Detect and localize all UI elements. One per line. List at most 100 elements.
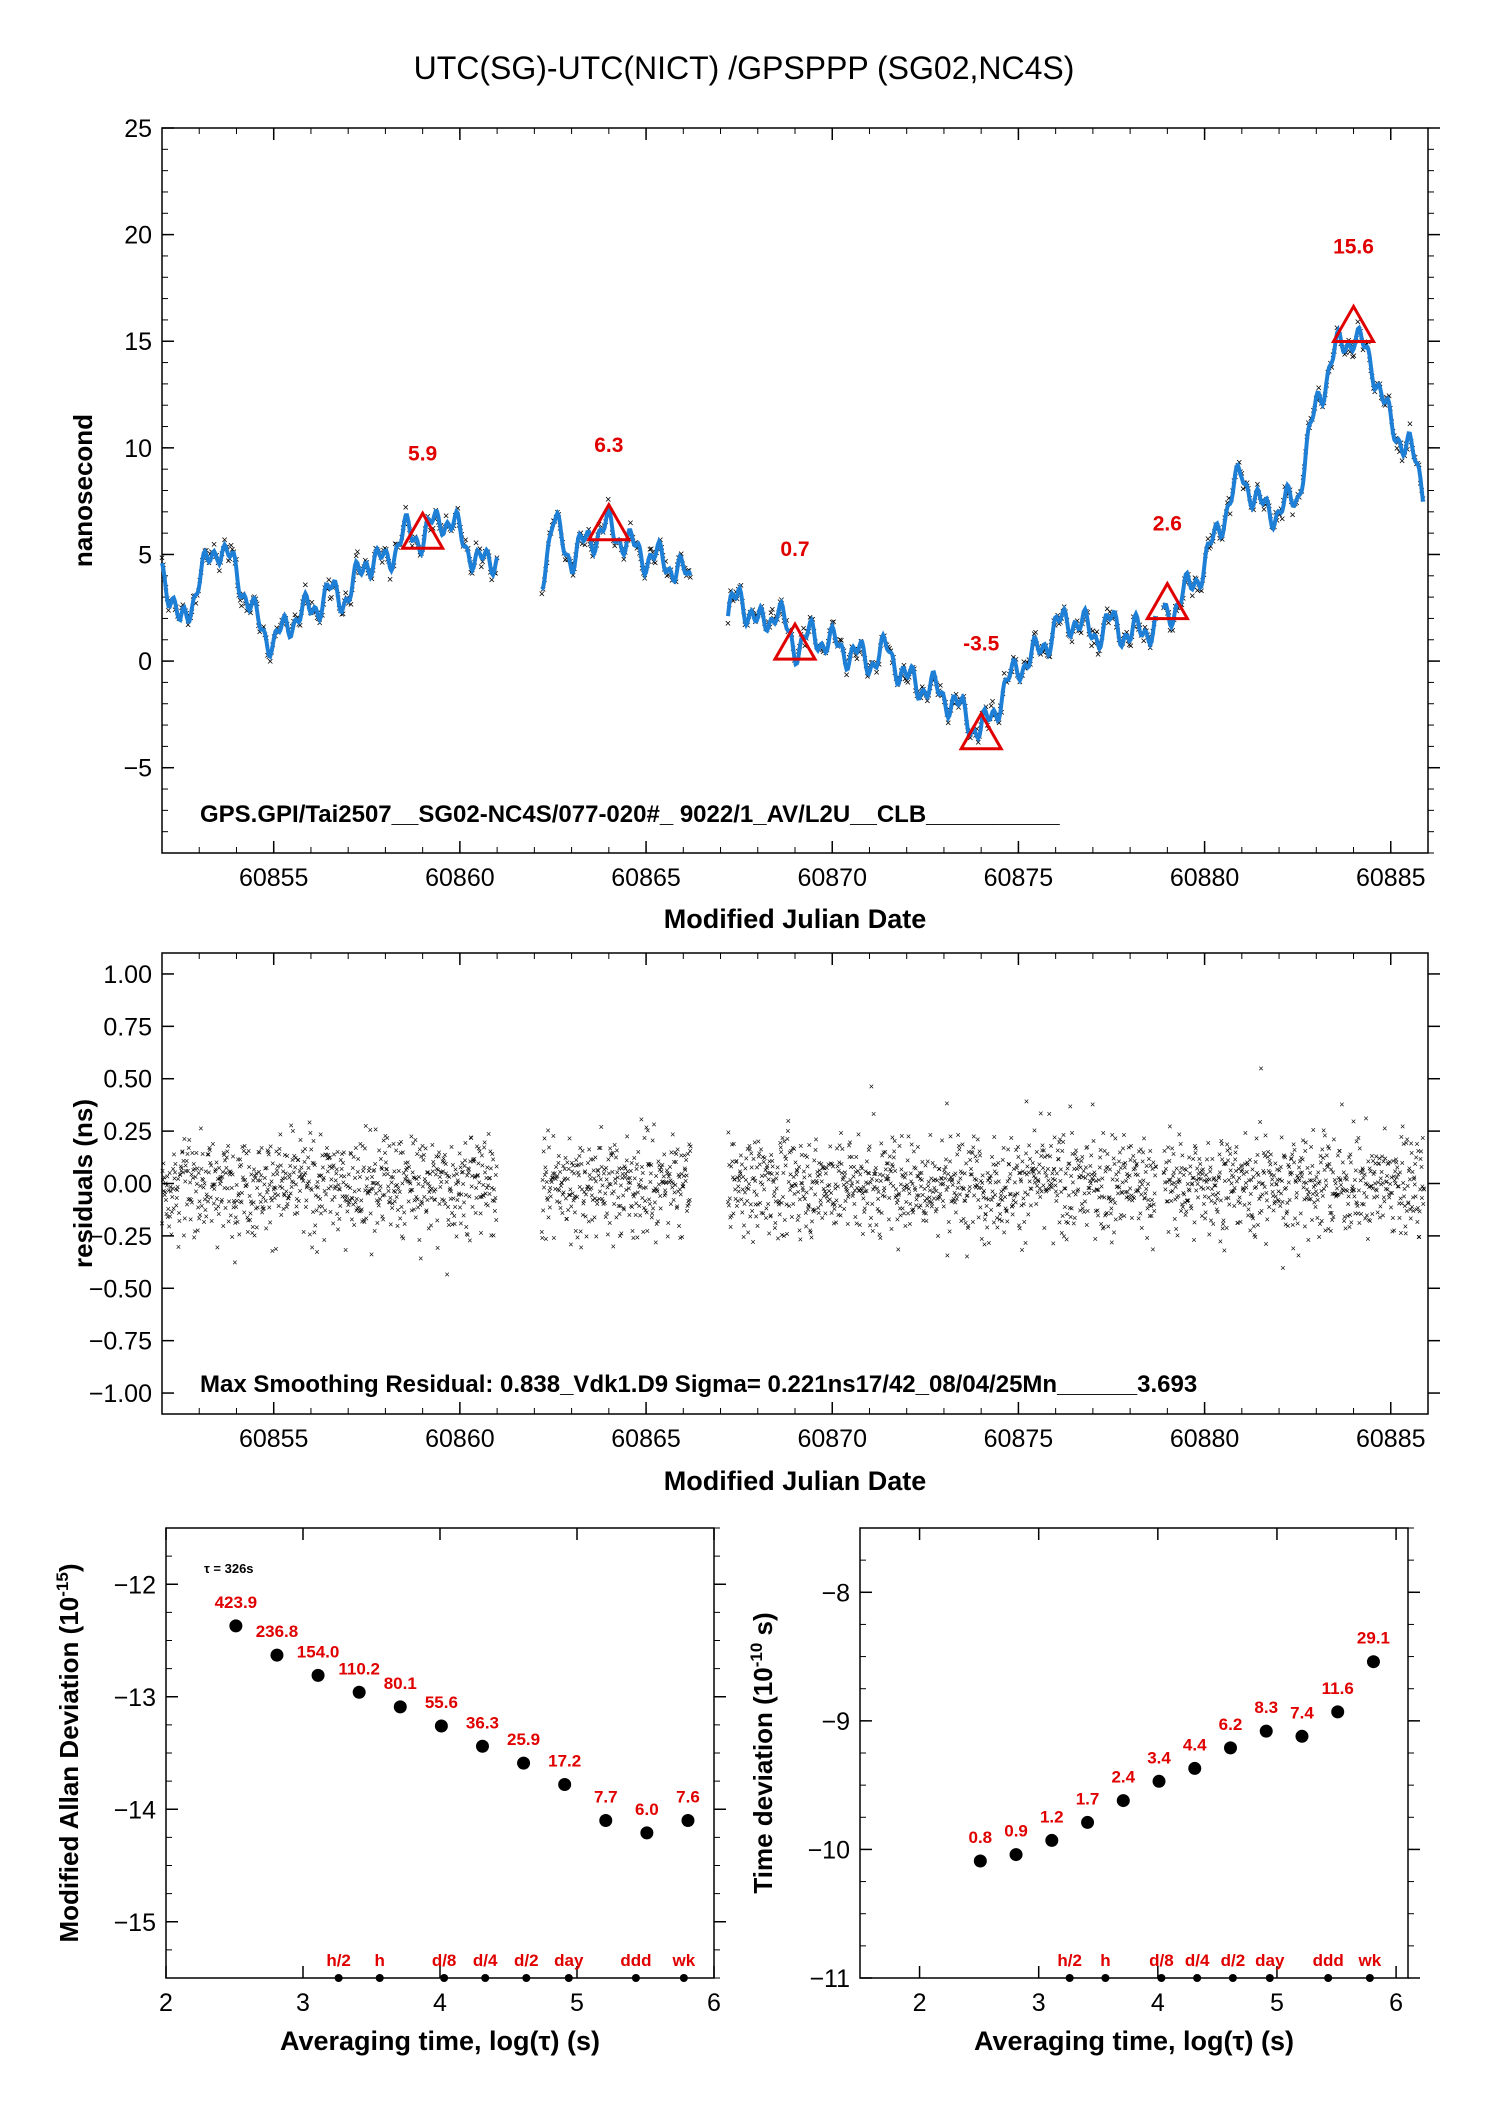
residual-point: × xyxy=(362,1143,367,1153)
residual-point: × xyxy=(560,1208,565,1218)
residual-point: × xyxy=(1326,1143,1331,1153)
deviation-point xyxy=(640,1826,654,1840)
residual-point: × xyxy=(665,1232,670,1242)
residual-point: × xyxy=(272,1193,277,1203)
residual-point: × xyxy=(194,1148,199,1158)
residual-point: × xyxy=(418,1200,423,1210)
residual-point: × xyxy=(327,1153,332,1163)
residual-point: × xyxy=(454,1231,459,1241)
residual-point: × xyxy=(186,1195,191,1205)
residual-point: × xyxy=(368,1125,373,1135)
residual-point: × xyxy=(300,1146,305,1156)
residual-point: × xyxy=(1421,1185,1426,1195)
data-point: × xyxy=(1111,612,1117,624)
residual-point: × xyxy=(247,1215,252,1225)
residual-point: × xyxy=(479,1151,484,1161)
residual-point: × xyxy=(338,1201,343,1211)
residual-point: × xyxy=(847,1137,852,1147)
residual-point: × xyxy=(1113,1134,1118,1144)
residual-point: × xyxy=(553,1174,558,1184)
residual-point: × xyxy=(177,1216,182,1226)
data-point: × xyxy=(1179,600,1185,612)
residual-point: × xyxy=(299,1173,304,1183)
data-point: × xyxy=(1004,677,1010,689)
residual-point: × xyxy=(291,1178,296,1188)
residual-point: × xyxy=(239,1198,244,1208)
residual-point: × xyxy=(540,1175,545,1185)
residual-point: × xyxy=(300,1173,305,1183)
data-point: × xyxy=(427,525,433,537)
residual-point: × xyxy=(1310,1161,1315,1171)
residual-point: × xyxy=(169,1207,174,1217)
residual-point: × xyxy=(1061,1130,1066,1140)
residual-point: × xyxy=(281,1189,286,1199)
residual-point: × xyxy=(267,1180,272,1190)
residual-point: × xyxy=(192,1164,197,1174)
residual-point: × xyxy=(256,1147,261,1157)
residual-point: × xyxy=(215,1242,220,1252)
residual-point: × xyxy=(465,1171,470,1181)
residual-point: × xyxy=(561,1161,566,1171)
residual-point: × xyxy=(791,1199,796,1209)
residual-point: × xyxy=(1106,1222,1111,1232)
residual-point: × xyxy=(579,1185,584,1195)
residual-point: × xyxy=(947,1157,952,1167)
residual-point: × xyxy=(935,1231,940,1241)
residual-point: × xyxy=(676,1221,681,1231)
residual-point: × xyxy=(1144,1233,1149,1243)
data-point: × xyxy=(1219,534,1225,546)
residual-point: × xyxy=(625,1173,630,1183)
residual-point: × xyxy=(210,1139,215,1149)
residual-point: × xyxy=(562,1175,567,1185)
residual-point: × xyxy=(363,1121,368,1131)
residual-point: × xyxy=(462,1156,467,1166)
residual-point: × xyxy=(1093,1234,1098,1244)
residual-point: × xyxy=(594,1231,599,1241)
residual-point: × xyxy=(845,1219,850,1229)
time-mark-dot xyxy=(440,1974,449,1982)
residual-point: × xyxy=(219,1195,224,1205)
residual-point: × xyxy=(288,1121,293,1131)
residual-point: × xyxy=(415,1149,420,1159)
residual-point: × xyxy=(439,1177,444,1187)
residual-point: × xyxy=(397,1187,402,1197)
deviation-point xyxy=(1366,1655,1380,1669)
y-tick-label: 1.00 xyxy=(103,961,152,989)
data-point: × xyxy=(343,587,349,599)
residual-annotation: Max Smoothing Residual: 0.838_Vdk1.D9 Si… xyxy=(200,1371,1197,1398)
data-point: × xyxy=(967,732,973,744)
data-point: × xyxy=(211,539,217,551)
data-point: × xyxy=(785,627,791,639)
residual-point: × xyxy=(852,1199,857,1209)
residual-point: × xyxy=(588,1154,593,1164)
residual-point: × xyxy=(209,1182,214,1192)
residual-point: × xyxy=(333,1182,338,1192)
residual-point: × xyxy=(1295,1218,1300,1228)
residual-point: × xyxy=(626,1184,631,1194)
residual-point: × xyxy=(475,1170,480,1180)
residual-point: × xyxy=(989,1205,994,1215)
residual-point: × xyxy=(598,1175,603,1185)
residual-point: × xyxy=(552,1173,557,1183)
residual-point: × xyxy=(337,1214,342,1224)
residual-point: × xyxy=(196,1203,201,1213)
residual-point: × xyxy=(195,1164,200,1174)
residual-point: × xyxy=(1013,1197,1018,1207)
residual-point: × xyxy=(286,1191,291,1201)
data-point: × xyxy=(353,551,359,563)
residual-point: × xyxy=(324,1143,329,1153)
residual-point: × xyxy=(583,1189,588,1199)
data-point: × xyxy=(348,599,354,611)
residual-point: × xyxy=(173,1159,178,1169)
residual-point: × xyxy=(624,1156,629,1166)
residual-point: × xyxy=(605,1182,610,1192)
residual-point: × xyxy=(590,1195,595,1205)
residual-point: × xyxy=(1153,1162,1158,1172)
residual-point: × xyxy=(970,1217,975,1227)
residual-point: × xyxy=(429,1193,434,1203)
residual-point: × xyxy=(225,1147,230,1157)
residual-point: × xyxy=(233,1212,238,1222)
data-point: × xyxy=(648,544,654,556)
residual-point: × xyxy=(1403,1228,1408,1238)
residual-point: × xyxy=(295,1208,300,1218)
